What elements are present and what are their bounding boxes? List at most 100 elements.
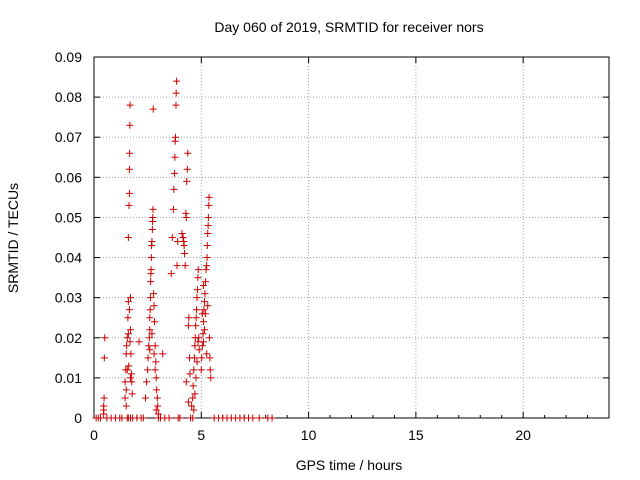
data-point	[139, 414, 147, 422]
y-axis-label: SRMTID / TECUs	[5, 183, 21, 293]
data-point	[199, 318, 207, 326]
data-point	[194, 266, 202, 274]
data-point	[150, 302, 158, 310]
data-point	[123, 334, 131, 342]
data-point	[203, 242, 211, 250]
data-point	[100, 394, 108, 402]
data-point	[189, 382, 197, 390]
data-point	[147, 254, 155, 262]
data-point	[122, 386, 130, 394]
data-point	[186, 370, 194, 378]
data-point	[172, 89, 180, 97]
data-point	[198, 342, 206, 350]
x-tick-label: 15	[408, 427, 424, 443]
data-point	[101, 334, 109, 342]
data-point	[126, 101, 134, 109]
data-point	[268, 414, 276, 422]
data-point	[124, 330, 132, 338]
data-point	[125, 201, 133, 209]
data-point	[172, 101, 180, 109]
x-tick-label: 0	[90, 427, 98, 443]
data-point	[185, 314, 193, 322]
data-point	[96, 414, 104, 422]
data-point	[193, 294, 201, 302]
data-point	[199, 282, 207, 290]
data-point	[181, 250, 189, 258]
data-point	[202, 266, 210, 274]
data-points	[92, 77, 276, 422]
data-point	[191, 390, 199, 398]
data-point	[128, 378, 136, 386]
data-point	[169, 205, 177, 213]
data-point	[125, 189, 133, 197]
data-point	[149, 105, 157, 113]
data-point	[191, 342, 199, 350]
data-point	[151, 318, 159, 326]
data-point	[204, 302, 212, 310]
data-point	[144, 354, 152, 362]
data-point	[192, 314, 200, 322]
data-point	[198, 354, 206, 362]
y-tick-label: 0.08	[55, 89, 82, 105]
data-point	[126, 121, 134, 129]
data-point	[148, 330, 156, 338]
data-point	[100, 354, 108, 362]
data-point	[135, 338, 143, 346]
data-point	[150, 350, 158, 358]
data-point	[126, 374, 134, 382]
data-point	[204, 229, 212, 237]
data-point	[173, 77, 181, 85]
data-point	[146, 306, 154, 314]
data-point	[183, 165, 191, 173]
y-tick-label: 0.04	[55, 250, 82, 266]
y-tick-label: 0.06	[55, 169, 82, 185]
data-point	[199, 338, 207, 346]
data-point	[255, 414, 263, 422]
y-tick-label: 0.03	[55, 290, 82, 306]
axis-tick-labels: 0 5 10 15 20 0 0.01 0.02 0.03 0.04 0.05 0.06 0.07 0.0…	[55, 49, 531, 443]
data-point	[146, 346, 154, 354]
data-point	[146, 294, 154, 302]
data-point	[204, 221, 212, 229]
data-point	[125, 306, 133, 314]
data-point	[192, 322, 200, 330]
data-point	[197, 366, 205, 374]
data-point	[184, 398, 192, 406]
data-point	[126, 326, 134, 334]
data-point	[182, 378, 190, 386]
data-point	[193, 286, 201, 294]
data-point	[184, 149, 192, 157]
y-tick-label: 0.02	[55, 330, 82, 346]
data-point	[179, 234, 187, 241]
data-point	[143, 378, 151, 386]
data-point	[189, 394, 197, 402]
data-point	[126, 149, 134, 157]
data-point	[190, 406, 198, 414]
data-point	[145, 334, 153, 342]
data-point	[146, 314, 154, 322]
data-point	[203, 254, 211, 262]
data-point	[124, 234, 132, 241]
y-tick-label: 0.05	[55, 209, 82, 225]
data-point	[124, 314, 132, 322]
data-point	[201, 326, 209, 334]
data-point	[200, 306, 208, 314]
grid-lines	[94, 57, 609, 418]
data-point	[204, 213, 212, 221]
data-point	[123, 342, 131, 350]
data-point	[205, 193, 213, 201]
data-point	[181, 262, 189, 270]
data-point	[152, 406, 160, 414]
data-point	[170, 185, 178, 193]
data-point	[183, 177, 191, 185]
data-point	[194, 274, 202, 282]
data-point	[121, 378, 129, 386]
data-point	[121, 394, 129, 402]
data-point	[174, 238, 182, 246]
data-point	[172, 133, 180, 141]
data-point	[100, 402, 108, 410]
data-point	[180, 242, 188, 250]
data-point	[159, 350, 167, 358]
